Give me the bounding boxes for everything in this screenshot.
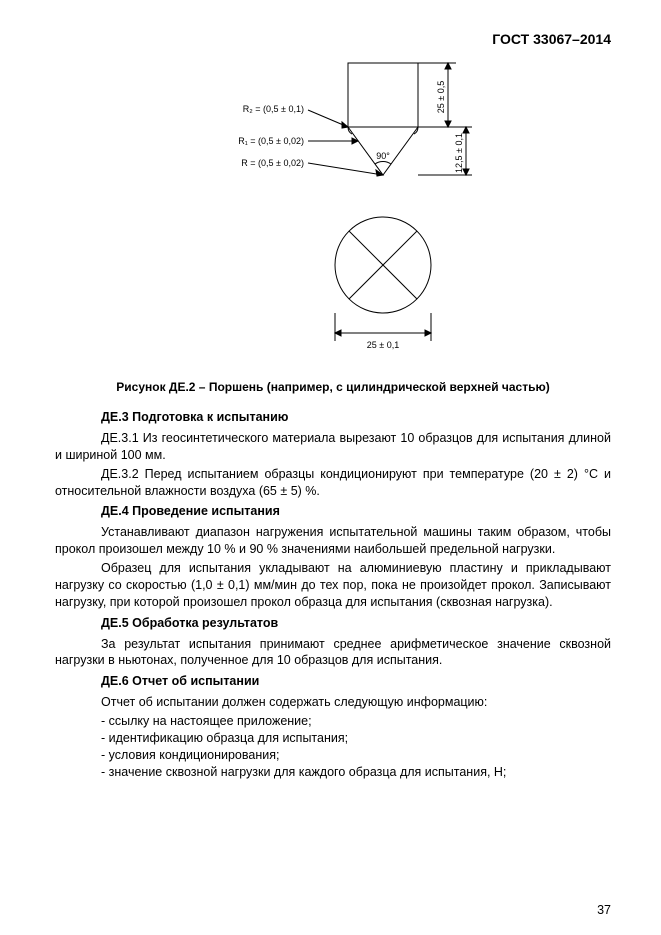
list-item: - идентификацию образца для испытания; <box>55 730 611 747</box>
figure-caption: Рисунок ДЕ.2 – Поршень (например, с цили… <box>55 379 611 395</box>
piston-figure: R₂ = (0,5 ± 0,1) R₁ = (0,5 ± 0,02) R = (… <box>158 55 508 365</box>
page-number: 37 <box>597 902 611 919</box>
dim-bottom: 25 ± 0,1 <box>367 340 399 350</box>
paragraph: ДЕ.3.2 Перед испытанием образцы кондицио… <box>55 466 611 500</box>
list-item: - ссылку на настоящее приложение; <box>55 713 611 730</box>
label-r: R = (0,5 ± 0,02) <box>241 158 304 168</box>
label-angle: 90° <box>376 151 390 161</box>
label-r1: R₁ = (0,5 ± 0,02) <box>238 136 304 146</box>
list-item: - значение сквозной нагрузки для каждого… <box>55 764 611 781</box>
label-r2: R₂ = (0,5 ± 0,1) <box>243 104 304 114</box>
paragraph: Образец для испытания укладывают на алюм… <box>55 560 611 611</box>
section-heading: ДЕ.3 Подготовка к испытанию <box>55 409 611 426</box>
paragraph: Устанавливают диапазон нагружения испыта… <box>55 524 611 558</box>
section-heading: ДЕ.5 Обработка результатов <box>55 615 611 632</box>
standard-code: ГОСТ 33067–2014 <box>55 30 611 49</box>
dim-upper-right: 25 ± 0,5 <box>436 81 446 113</box>
paragraph: ДЕ.3.1 Из геосинтетического материала вы… <box>55 430 611 464</box>
paragraph: Отчет об испытании должен содержать след… <box>55 694 611 711</box>
list-item: - условия кондиционирования; <box>55 747 611 764</box>
section-heading: ДЕ.6 Отчет об испытании <box>55 673 611 690</box>
dim-lower-right: 12,5 ± 0,1 <box>454 133 464 173</box>
paragraph: За результат испытания принимают среднее… <box>55 636 611 670</box>
section-heading: ДЕ.4 Проведение испытания <box>55 503 611 520</box>
